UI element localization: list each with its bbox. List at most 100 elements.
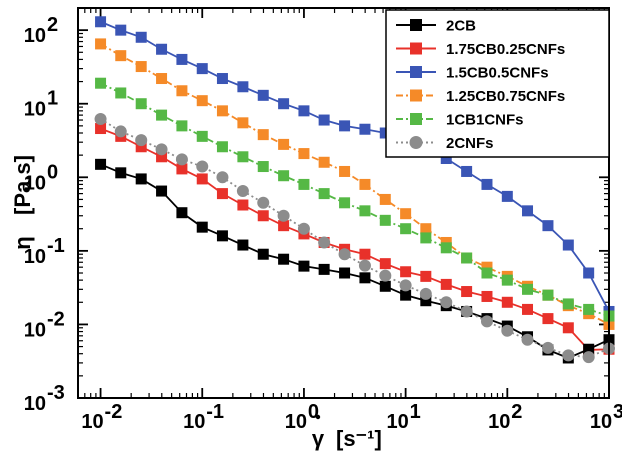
x-axis-label-dot xyxy=(315,414,321,420)
data-point xyxy=(176,120,188,132)
data-point xyxy=(562,349,575,362)
x-tick-label: 10 xyxy=(386,411,408,433)
data-point xyxy=(379,269,392,282)
y-tick-label: 10 xyxy=(24,172,46,194)
x-tick-label: 10 xyxy=(590,411,612,433)
data-point xyxy=(236,185,249,198)
data-point xyxy=(95,38,107,50)
y-axis-unit: [Pa.s] xyxy=(10,155,35,215)
data-point xyxy=(399,279,412,292)
data-point xyxy=(460,305,473,318)
data-point xyxy=(156,185,168,197)
legend-marker xyxy=(410,89,422,102)
legend-label: 2CNFs xyxy=(446,135,494,152)
data-point xyxy=(175,153,188,166)
data-point xyxy=(196,130,208,142)
data-point xyxy=(257,161,269,173)
legend-marker xyxy=(410,66,422,78)
data-point xyxy=(542,313,554,325)
data-point xyxy=(481,290,493,302)
y-axis-label-group: η [Pa.s] xyxy=(10,155,35,250)
x-tick-label: 10 xyxy=(285,411,307,433)
data-point xyxy=(481,178,493,190)
y-tick-exponent: 0 xyxy=(47,161,58,183)
data-point xyxy=(420,232,432,244)
legend-label: 1CB1CNFs xyxy=(446,112,524,129)
data-point xyxy=(420,270,432,282)
data-point xyxy=(196,63,208,75)
y-tick-label: 10 xyxy=(24,99,46,121)
data-point xyxy=(522,303,534,315)
data-point xyxy=(115,87,127,99)
series-2CNFs xyxy=(94,112,615,364)
data-point xyxy=(400,223,412,235)
data-point xyxy=(541,341,554,354)
data-point xyxy=(156,151,168,163)
data-point xyxy=(216,171,229,184)
data-point xyxy=(196,173,208,185)
data-point xyxy=(298,105,310,117)
data-point xyxy=(216,230,228,242)
data-point xyxy=(339,165,351,177)
data-point xyxy=(359,178,371,190)
data-point xyxy=(277,209,290,222)
data-point xyxy=(440,153,452,165)
data-point xyxy=(522,283,534,295)
data-point xyxy=(176,163,188,175)
data-point xyxy=(339,120,351,132)
data-point xyxy=(278,98,290,110)
data-point xyxy=(480,315,493,328)
data-point xyxy=(135,98,147,110)
data-point xyxy=(237,151,249,163)
data-point xyxy=(237,239,249,251)
data-point xyxy=(135,141,147,153)
data-point xyxy=(461,165,473,177)
data-point xyxy=(400,208,412,220)
data-point xyxy=(176,207,188,219)
data-point xyxy=(196,221,208,233)
legend-item: 1.75CB0.25CNFs xyxy=(396,41,565,58)
data-point xyxy=(481,261,493,273)
data-point xyxy=(521,333,534,346)
data-point xyxy=(440,296,453,309)
x-tick-label: 10 xyxy=(488,411,510,433)
data-point xyxy=(339,267,351,279)
data-point xyxy=(542,220,554,232)
legend-label: 2CB xyxy=(446,18,476,35)
series-1.5CB0.5CNFs xyxy=(95,16,615,317)
y-tick-label: 10 xyxy=(24,25,46,47)
data-point xyxy=(115,24,127,36)
x-tick-exponent: 3 xyxy=(613,401,622,423)
legend-label: 1.5CB0.5CNFs xyxy=(446,65,549,82)
data-point xyxy=(358,259,371,272)
data-point xyxy=(440,242,452,254)
legend-marker xyxy=(410,42,422,55)
y-tick-label: 10 xyxy=(24,246,46,268)
x-tick-label: 10 xyxy=(183,411,205,433)
data-point xyxy=(176,85,188,97)
data-point xyxy=(155,143,168,156)
series-line xyxy=(100,118,610,358)
y-tick-exponent: 1 xyxy=(47,88,58,110)
data-point xyxy=(257,210,269,222)
x-tick-exponent: -1 xyxy=(206,401,224,423)
data-point xyxy=(318,263,330,275)
data-point xyxy=(562,239,574,251)
data-point xyxy=(419,287,432,300)
legend-item: 1CB1CNFs xyxy=(396,112,524,129)
x-tick-exponent: -2 xyxy=(105,401,123,423)
data-point xyxy=(298,260,310,272)
data-point xyxy=(135,134,148,147)
data-point xyxy=(114,125,127,138)
data-point xyxy=(379,214,391,226)
data-point xyxy=(440,278,452,290)
series-line xyxy=(100,43,610,326)
data-point xyxy=(156,73,168,85)
data-point xyxy=(278,170,290,182)
series-1.75CB0.25CNFs xyxy=(95,123,615,356)
series-1CB1CNFs xyxy=(95,77,615,322)
y-tick-exponent: -3 xyxy=(47,382,65,404)
data-point xyxy=(115,50,127,62)
data-point xyxy=(542,289,554,301)
